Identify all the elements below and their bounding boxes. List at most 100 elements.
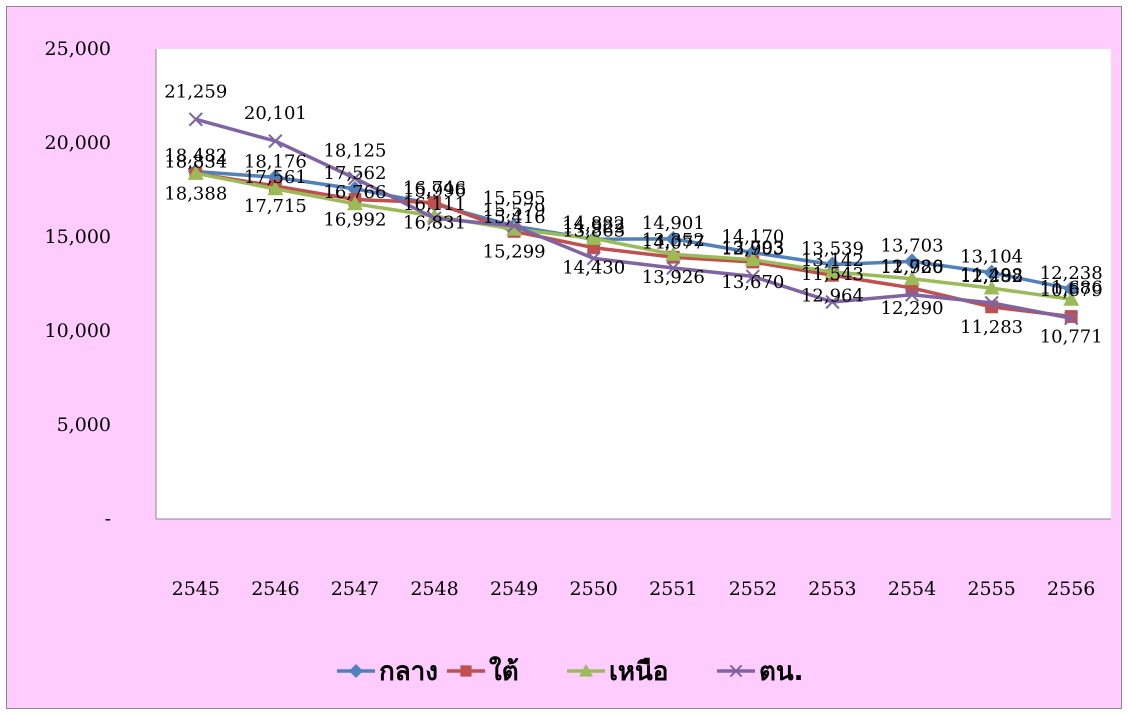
data-label-3: 13,793 — [721, 238, 784, 259]
data-point-3 — [983, 280, 1000, 295]
series-line-1 — [195, 169, 1072, 291]
data-point-3 — [1063, 291, 1080, 306]
data-point-4 — [904, 287, 920, 302]
y-tick-label: 15,000 — [45, 226, 111, 248]
data-label-4: 15,996 — [403, 180, 466, 201]
data-point-3 — [267, 180, 284, 196]
legend-item-3: เหนือ — [567, 657, 668, 687]
y-tick-label: 20,000 — [45, 132, 111, 154]
data-point-3 — [585, 230, 602, 245]
data-label-3: 18,834 — [164, 151, 227, 172]
data-label-4: 18,125 — [323, 140, 386, 161]
legend-marker-4 — [729, 664, 743, 678]
data-label-1: 14,170 — [721, 227, 784, 248]
data-point-4 — [507, 218, 522, 233]
data-label-1: 17,562 — [323, 163, 386, 184]
data-label-2: 13,670 — [721, 272, 784, 293]
data-label-4: 20,101 — [244, 103, 307, 124]
x-tick-label: 2552 — [729, 578, 777, 600]
legend-item-4: ตน. — [717, 657, 804, 687]
x-tick-label: 2556 — [1047, 578, 1095, 600]
data-point-1 — [983, 264, 1000, 281]
data-point-4 — [427, 211, 442, 226]
data-label-2: 16,992 — [323, 210, 386, 231]
legend-item-1: กลาง — [337, 657, 438, 687]
data-label-1: 18,176 — [244, 151, 307, 172]
legend-label-1: กลาง — [379, 657, 438, 687]
data-point-1 — [665, 230, 682, 247]
data-label-3: 16,111 — [403, 194, 466, 215]
y-tick-label: - — [105, 508, 111, 530]
data-label-1: 13,104 — [960, 247, 1023, 268]
data-label-1: 14,901 — [642, 213, 705, 234]
data-point-3 — [665, 246, 682, 261]
data-label-2: 14,430 — [562, 258, 625, 279]
data-label-4: 11,926 — [881, 257, 944, 278]
legend-label-4: ตน. — [759, 657, 804, 687]
data-point-3 — [346, 195, 363, 211]
data-point-1 — [346, 180, 363, 197]
data-label-2: 16,831 — [403, 213, 466, 234]
series-3 — [187, 165, 1080, 306]
legend: กลาง ใต้ เหนือ ตน. — [337, 656, 804, 687]
data-point-1 — [1063, 280, 1080, 297]
data-label-4: 10,679 — [1040, 280, 1103, 301]
data-label-1: 14,882 — [562, 213, 625, 234]
data-point-4 — [825, 294, 840, 310]
data-label-1: 13,703 — [881, 235, 944, 256]
data-label-1: 12,238 — [1040, 263, 1103, 284]
data-label-3: 12,282 — [960, 266, 1023, 287]
x-tick-label: 2548 — [410, 578, 458, 600]
data-label-2: 12,290 — [881, 298, 944, 319]
data-label-2: 15,299 — [483, 241, 546, 262]
data-label-2: 12,964 — [801, 285, 864, 306]
data-label-4: 11,543 — [801, 264, 864, 285]
series-layer — [187, 112, 1080, 326]
x-tick-label: 2550 — [570, 578, 618, 600]
data-label-1: 16,746 — [403, 178, 466, 199]
data-label-1: 18,482 — [164, 146, 227, 167]
data-label-1: 13,539 — [801, 238, 864, 259]
data-point-4 — [268, 133, 283, 149]
data-label-2: 10,771 — [1040, 327, 1103, 348]
data-point-4 — [666, 260, 681, 276]
y-tick-label: 5,000 — [57, 414, 111, 436]
data-label-3: 13,142 — [801, 250, 864, 271]
y-tick-label: 25,000 — [45, 38, 111, 60]
legend-item-2: ใต้ — [447, 656, 519, 687]
data-label-3: 11,686 — [1040, 277, 1103, 298]
data-label-1: 15,579 — [483, 200, 546, 221]
data-label-2: 17,715 — [244, 196, 307, 217]
data-point-3 — [187, 165, 204, 180]
chart-area: -5,000 10,000 15,000 20,000 25,000 2545 2546 2… — [6, 6, 1122, 709]
data-label-2: 11,283 — [960, 317, 1023, 338]
x-tick-label: 2553 — [808, 578, 856, 600]
data-point-3 — [506, 221, 523, 236]
data-point-3 — [744, 251, 761, 267]
data-label-4: 13,863 — [562, 220, 625, 241]
data-label-3: 14,922 — [562, 216, 625, 237]
data-point-4 — [745, 269, 760, 284]
data-label-2: 13,926 — [642, 267, 705, 288]
x-tick-label: 2555 — [967, 578, 1015, 600]
data-label-2: 18,388 — [164, 183, 227, 204]
x-axis-ticks: 2545 2546 2547 2548 2549 2550 2551 2552 2553 2554… — [172, 578, 1096, 600]
x-tick-label: 2547 — [331, 578, 379, 600]
data-label-4: 15,595 — [483, 188, 546, 209]
data-label-4: 11,498 — [960, 265, 1023, 286]
x-tick-label: 2546 — [251, 578, 299, 600]
data-label-3: 17,561 — [244, 167, 307, 188]
data-point-4 — [586, 251, 601, 266]
data-point-3 — [904, 270, 921, 286]
data-point-1 — [904, 253, 921, 270]
data-point-2 — [428, 196, 441, 209]
data-point-4 — [188, 112, 203, 127]
series-line-4 — [195, 117, 1072, 320]
data-point-3 — [824, 263, 841, 279]
data-point-4 — [1064, 311, 1079, 326]
data-label-3: 16,766 — [323, 182, 386, 203]
x-tick-label: 2549 — [490, 578, 538, 600]
y-tick-label: 10,000 — [45, 320, 111, 342]
